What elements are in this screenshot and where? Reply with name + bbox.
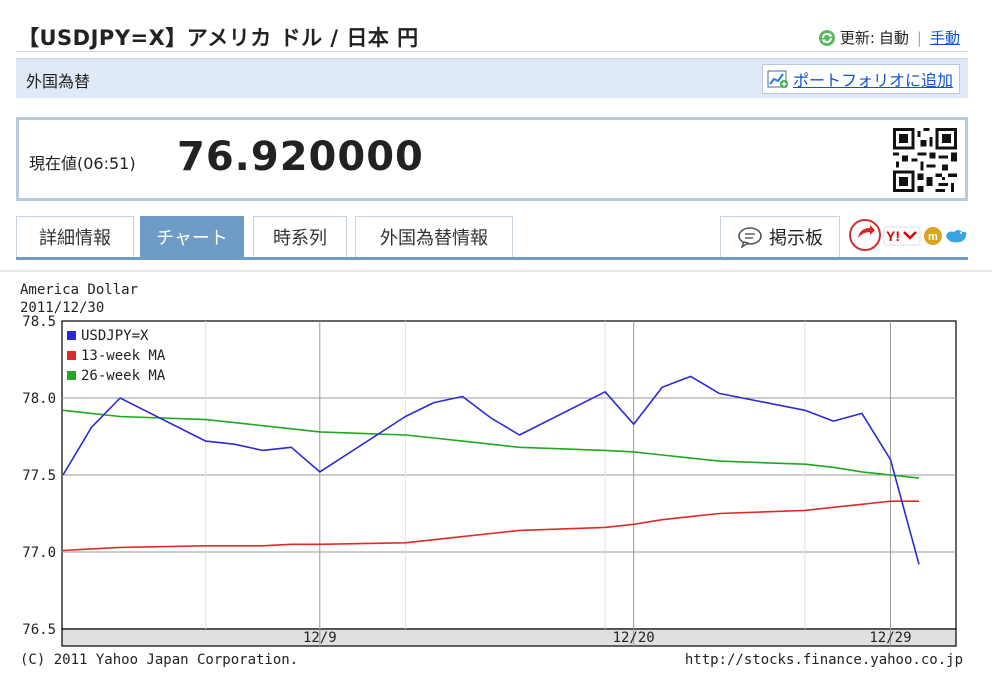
svg-text:m: m bbox=[928, 231, 938, 243]
qr-code-icon[interactable] bbox=[893, 128, 957, 192]
legend-swatch bbox=[67, 331, 76, 340]
current-price-box: 現在値(06:51) 76.920000 bbox=[16, 117, 968, 201]
refresh-icon bbox=[818, 29, 835, 46]
source-url-text[interactable]: http://stocks.finance.yahoo.co.jp bbox=[685, 652, 963, 668]
chart-canvas: America Dollar 2011/12/30 76.5 77.0 77.5 78… bbox=[0, 270, 992, 668]
legend-swatch bbox=[67, 351, 76, 360]
tab-fx-info[interactable]: 外国為替情報 bbox=[355, 216, 513, 257]
chart-date-label: 2011/12/30 bbox=[20, 300, 104, 316]
update-controls: 更新: 自動 | 手動 bbox=[818, 27, 960, 48]
x-tick-label: 12/20 bbox=[613, 630, 655, 646]
y-tick-label: 77.5 bbox=[22, 468, 56, 484]
category-bar: 外国為替 ポートフォリオに追加 bbox=[16, 58, 968, 98]
page-title: 【USDJPY=X】アメリカ ドル / 日本 円 bbox=[18, 26, 419, 50]
y-tick-label: 78.0 bbox=[22, 391, 56, 407]
legend-label: 26-week MA bbox=[81, 368, 166, 384]
tab-bar: 詳細情報 チャート 時系列 外国為替情報 掲示板 Y! m bbox=[16, 216, 968, 260]
message-board-label: 掲示板 bbox=[769, 228, 823, 249]
social-share-icons: Y! m bbox=[848, 218, 980, 252]
legend-label: 13-week MA bbox=[81, 348, 166, 364]
x-tick-label: 12/9 bbox=[303, 630, 337, 646]
current-price-label: 現在値(06:51) bbox=[29, 154, 136, 173]
tab-details[interactable]: 詳細情報 bbox=[16, 216, 134, 257]
current-price-value: 76.920000 bbox=[177, 134, 424, 180]
mixi-icon[interactable]: m bbox=[924, 227, 942, 245]
share-buttons: Y! m bbox=[849, 219, 967, 251]
svg-text:Y!: Y! bbox=[886, 228, 900, 244]
copyright-text: (C) 2011 Yahoo Japan Corporation. bbox=[20, 652, 298, 668]
auto-update-option[interactable]: 自動 bbox=[878, 29, 909, 47]
portfolio-label: ポートフォリオに追加 bbox=[792, 71, 953, 90]
update-separator: | bbox=[916, 28, 922, 47]
chart-currency-label: America Dollar bbox=[20, 282, 138, 298]
y-tick-label: 77.0 bbox=[22, 545, 56, 561]
add-to-portfolio-button[interactable]: ポートフォリオに追加 bbox=[761, 64, 960, 94]
update-label: 更新: bbox=[839, 29, 875, 47]
portfolio-chart-icon bbox=[767, 70, 788, 88]
ma26-line bbox=[62, 409, 920, 479]
manual-update-link[interactable]: 手動 bbox=[929, 29, 960, 47]
yahoo-bookmark-icon[interactable]: Y! bbox=[883, 226, 921, 246]
legend-label: USDJPY=X bbox=[81, 328, 149, 344]
speech-bubble-icon bbox=[738, 227, 762, 248]
tab-time-series[interactable]: 時系列 bbox=[253, 216, 347, 257]
category-label: 外国為替 bbox=[26, 72, 91, 91]
y-tick-label: 78.5 bbox=[22, 314, 56, 330]
twitter-icon[interactable] bbox=[946, 230, 967, 243]
title-bar: 【USDJPY=X】アメリカ ドル / 日本 円 更新: 自動 | 手動 bbox=[16, 18, 968, 52]
x-axis-band bbox=[61, 628, 957, 647]
ma13-line bbox=[62, 500, 919, 552]
price-chart: America Dollar 2011/12/30 76.5 77.0 77.5 78… bbox=[0, 270, 992, 700]
legend-swatch bbox=[67, 371, 76, 380]
usdjpy-line bbox=[62, 375, 920, 565]
y-tick-label: 76.5 bbox=[22, 622, 56, 638]
tab-chart[interactable]: チャート bbox=[140, 216, 244, 257]
x-tick-label: 12/29 bbox=[869, 630, 911, 646]
message-board-button[interactable]: 掲示板 bbox=[720, 216, 840, 257]
share-icon[interactable] bbox=[849, 219, 881, 251]
